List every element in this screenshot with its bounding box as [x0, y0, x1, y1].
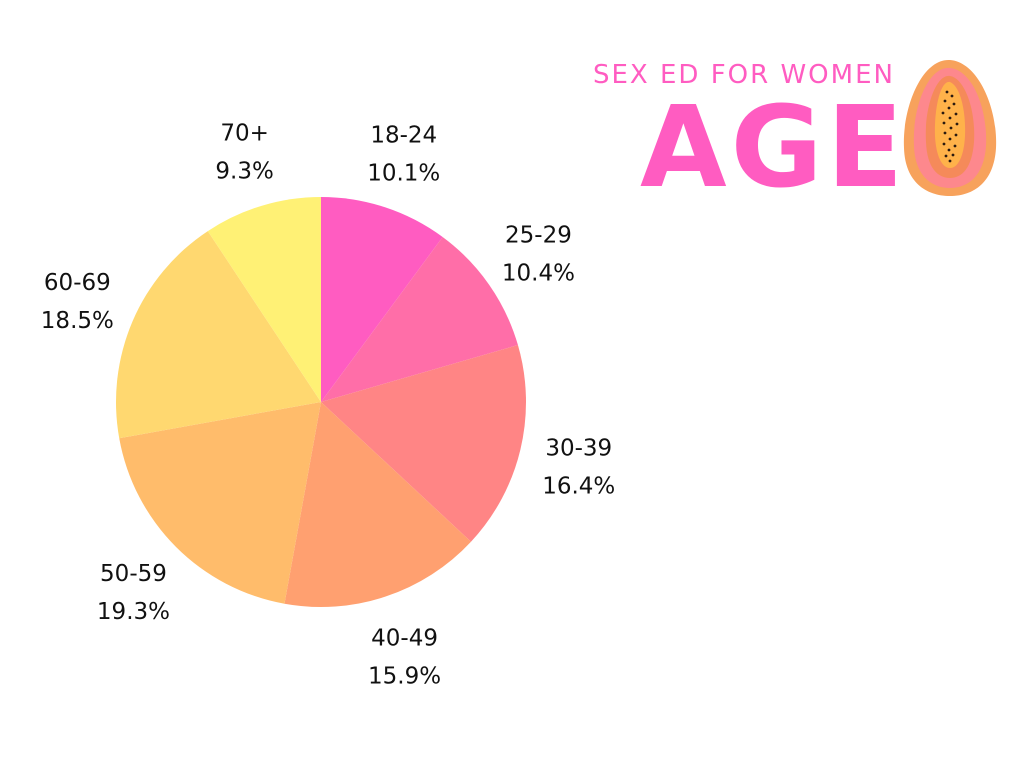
pie-value-label: 10.1% — [367, 160, 440, 186]
chart-subtitle: SEX ED FOR WOMEN — [593, 60, 895, 90]
pie-value-label: 18.5% — [41, 308, 114, 334]
pie-category-label: 60-69 — [44, 270, 111, 296]
pie-value-label: 19.3% — [97, 599, 170, 625]
pie-slices — [116, 197, 526, 608]
pie-slice-25-29 — [321, 236, 518, 402]
pie-slice-50-59 — [119, 402, 321, 604]
pie-value-label: 16.4% — [542, 474, 615, 500]
pie-slice-18-24 — [321, 197, 443, 402]
papaya-icon — [903, 59, 997, 196]
pie-value-label: 15.9% — [368, 663, 441, 689]
pie-slice-60-69 — [116, 231, 321, 439]
pie-labels: 18-24 10.1% 25-29 10.4% 30-39 16.4% 40-49 15.9%… — [41, 120, 615, 689]
pie-value-label: 9.3% — [215, 158, 273, 184]
pie-category-label: 25-29 — [505, 223, 572, 249]
pie-slice-40-49 — [284, 402, 471, 608]
pie-category-label: 70+ — [220, 120, 269, 146]
pie-category-label: 40-49 — [371, 625, 438, 651]
pie-slice-70 — [207, 197, 321, 402]
pie-category-label: 30-39 — [545, 436, 612, 462]
pie-slice-30-39 — [321, 345, 526, 542]
pie-category-label: 50-59 — [100, 561, 167, 587]
pie-category-label: 18-24 — [370, 122, 437, 148]
pie-value-label: 10.4% — [502, 261, 575, 287]
chart-title: AGE — [640, 83, 908, 213]
